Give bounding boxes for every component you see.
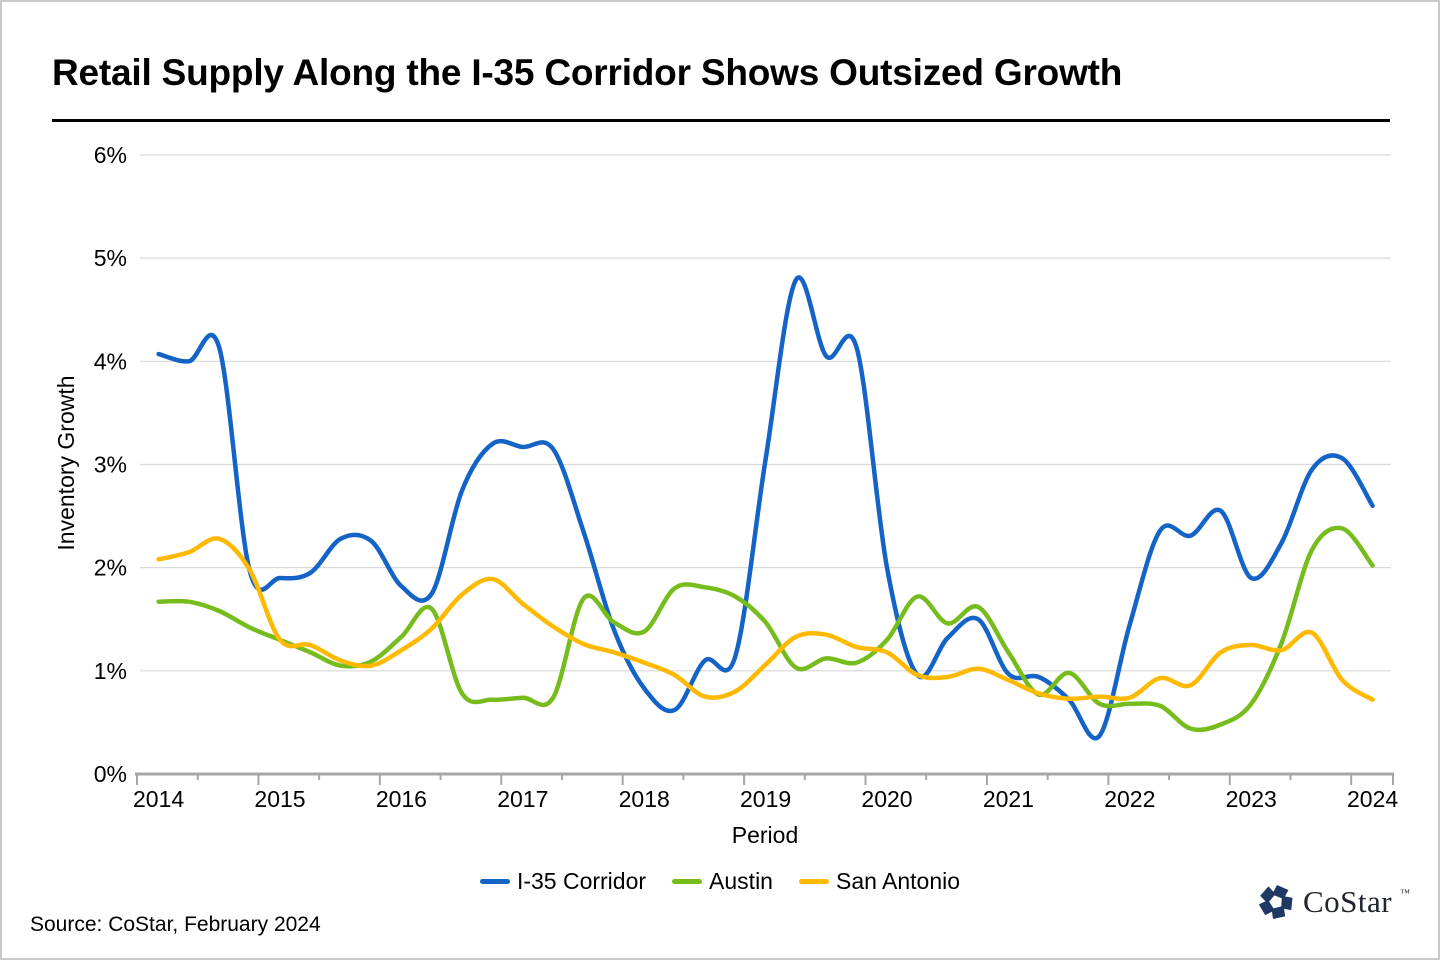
x-tick-label-2014: 2014 bbox=[133, 786, 184, 812]
legend-line-marker-austin bbox=[672, 879, 703, 884]
legend-line-marker-san-antonio bbox=[798, 879, 829, 884]
series-line-i-35-corridor bbox=[156, 275, 1375, 741]
costar-logo: CoStar ™ bbox=[1256, 882, 1410, 922]
trademark-symbol: ™ bbox=[1400, 887, 1410, 899]
title-rule bbox=[52, 119, 1390, 122]
y-tick-label-0pct: 0% bbox=[94, 761, 127, 787]
costar-logo-text: CoStar bbox=[1303, 884, 1393, 919]
y-axis-title: Inventory Growth bbox=[53, 375, 79, 551]
x-tick-label-2019: 2019 bbox=[740, 786, 791, 812]
pinwheel-petal bbox=[1272, 885, 1289, 899]
legend-label-san-antonio: San Antonio bbox=[835, 868, 961, 894]
x-tick-label-2017: 2017 bbox=[497, 786, 548, 812]
chart-title: Retail Supply Along the I-35 Corridor Sh… bbox=[52, 52, 1123, 93]
x-axis-title: Period bbox=[731, 822, 799, 848]
y-tick-label-6pct: 6% bbox=[94, 142, 127, 168]
source-note: Source: CoStar, February 2024 bbox=[30, 913, 321, 936]
x-tick-label-2020: 2020 bbox=[861, 786, 912, 812]
x-tick-label-2016: 2016 bbox=[376, 786, 427, 812]
series-line-austin bbox=[156, 525, 1375, 733]
y-tick-label-5pct: 5% bbox=[94, 245, 127, 271]
x-tick-label-2022: 2022 bbox=[1104, 786, 1155, 812]
y-tick-label-4pct: 4% bbox=[94, 348, 127, 374]
y-tick-label-1pct: 1% bbox=[94, 658, 127, 684]
pinwheel-petal bbox=[1281, 895, 1293, 911]
legend-item-i35-corridor: I-35 Corridor bbox=[479, 868, 647, 895]
legend-item-austin: Austin bbox=[672, 868, 773, 895]
legend: I-35 Corridor Austin San Antonio bbox=[0, 868, 1440, 895]
costar-pinwheel-icon bbox=[1258, 885, 1293, 920]
legend-item-san-antonio: San Antonio bbox=[798, 868, 961, 895]
pinwheel-petal bbox=[1271, 905, 1286, 920]
legend-label-austin: Austin bbox=[709, 868, 773, 894]
legend-label-i35: I-35 Corridor bbox=[516, 868, 647, 894]
x-tick-label-2018: 2018 bbox=[619, 786, 670, 812]
pinwheel-petal bbox=[1260, 886, 1276, 904]
legend-line-marker-i35 bbox=[479, 879, 510, 884]
x-tick-label-2023: 2023 bbox=[1226, 786, 1277, 812]
x-tick-label-2024: 2024 bbox=[1347, 786, 1398, 812]
x-tick-label-2015: 2015 bbox=[254, 786, 305, 812]
y-tick-label-2pct: 2% bbox=[94, 555, 127, 581]
x-tick-label-2021: 2021 bbox=[983, 786, 1034, 812]
series-line-san-antonio bbox=[156, 536, 1375, 702]
pinwheel-petal bbox=[1258, 900, 1275, 916]
y-tick-label-3pct: 3% bbox=[94, 451, 127, 477]
